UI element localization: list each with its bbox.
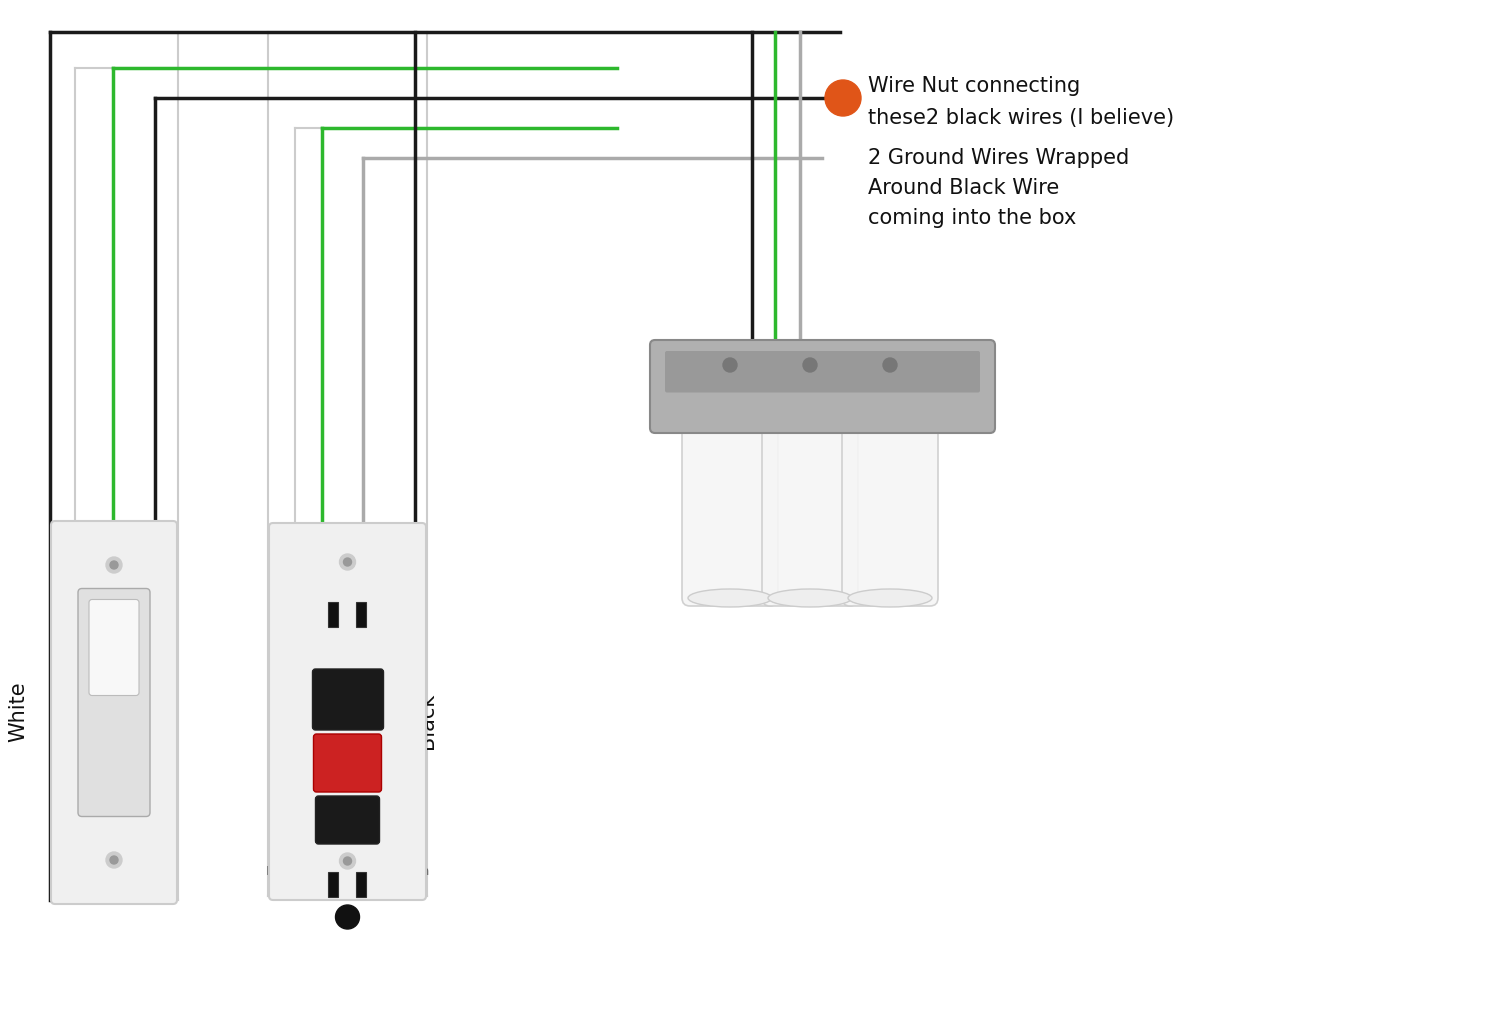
FancyBboxPatch shape bbox=[78, 588, 150, 817]
FancyBboxPatch shape bbox=[51, 521, 177, 904]
Text: 2 Ground Wires Wrapped: 2 Ground Wires Wrapped bbox=[868, 148, 1129, 168]
Text: Black: Black bbox=[157, 694, 177, 751]
FancyBboxPatch shape bbox=[666, 351, 980, 393]
Circle shape bbox=[106, 852, 121, 868]
Circle shape bbox=[343, 857, 351, 865]
Circle shape bbox=[883, 358, 896, 372]
FancyBboxPatch shape bbox=[761, 420, 857, 606]
Text: Ground: Ground bbox=[93, 694, 112, 770]
FancyBboxPatch shape bbox=[651, 340, 995, 433]
Circle shape bbox=[343, 558, 351, 566]
Text: coming into the box: coming into the box bbox=[868, 208, 1076, 229]
Circle shape bbox=[339, 554, 355, 570]
Circle shape bbox=[339, 853, 355, 869]
Bar bbox=[328, 602, 339, 627]
Circle shape bbox=[109, 856, 118, 864]
Ellipse shape bbox=[688, 589, 772, 607]
Text: White: White bbox=[7, 681, 28, 742]
Bar bbox=[357, 602, 366, 627]
FancyBboxPatch shape bbox=[313, 734, 382, 792]
FancyBboxPatch shape bbox=[88, 600, 139, 696]
Circle shape bbox=[824, 80, 860, 116]
Text: White: White bbox=[364, 710, 385, 771]
Text: Black: Black bbox=[417, 693, 438, 750]
FancyBboxPatch shape bbox=[312, 669, 384, 730]
FancyBboxPatch shape bbox=[315, 796, 379, 844]
Circle shape bbox=[336, 905, 360, 929]
FancyBboxPatch shape bbox=[268, 523, 426, 900]
FancyBboxPatch shape bbox=[682, 420, 778, 606]
Circle shape bbox=[106, 557, 121, 573]
Circle shape bbox=[723, 358, 738, 372]
Text: Wire Nut connecting: Wire Nut connecting bbox=[868, 77, 1081, 96]
Text: Ground: Ground bbox=[301, 693, 322, 769]
Circle shape bbox=[803, 358, 817, 372]
Bar bbox=[357, 872, 366, 898]
Ellipse shape bbox=[767, 589, 851, 607]
Text: Around Black Wire: Around Black Wire bbox=[868, 178, 1060, 197]
Ellipse shape bbox=[848, 589, 932, 607]
FancyBboxPatch shape bbox=[842, 420, 938, 606]
Text: Image courtesy of Leviton: Image courtesy of Leviton bbox=[265, 865, 429, 878]
Circle shape bbox=[109, 561, 118, 569]
Bar bbox=[328, 872, 339, 898]
Text: these2 black wires (I believe): these2 black wires (I believe) bbox=[868, 108, 1174, 128]
